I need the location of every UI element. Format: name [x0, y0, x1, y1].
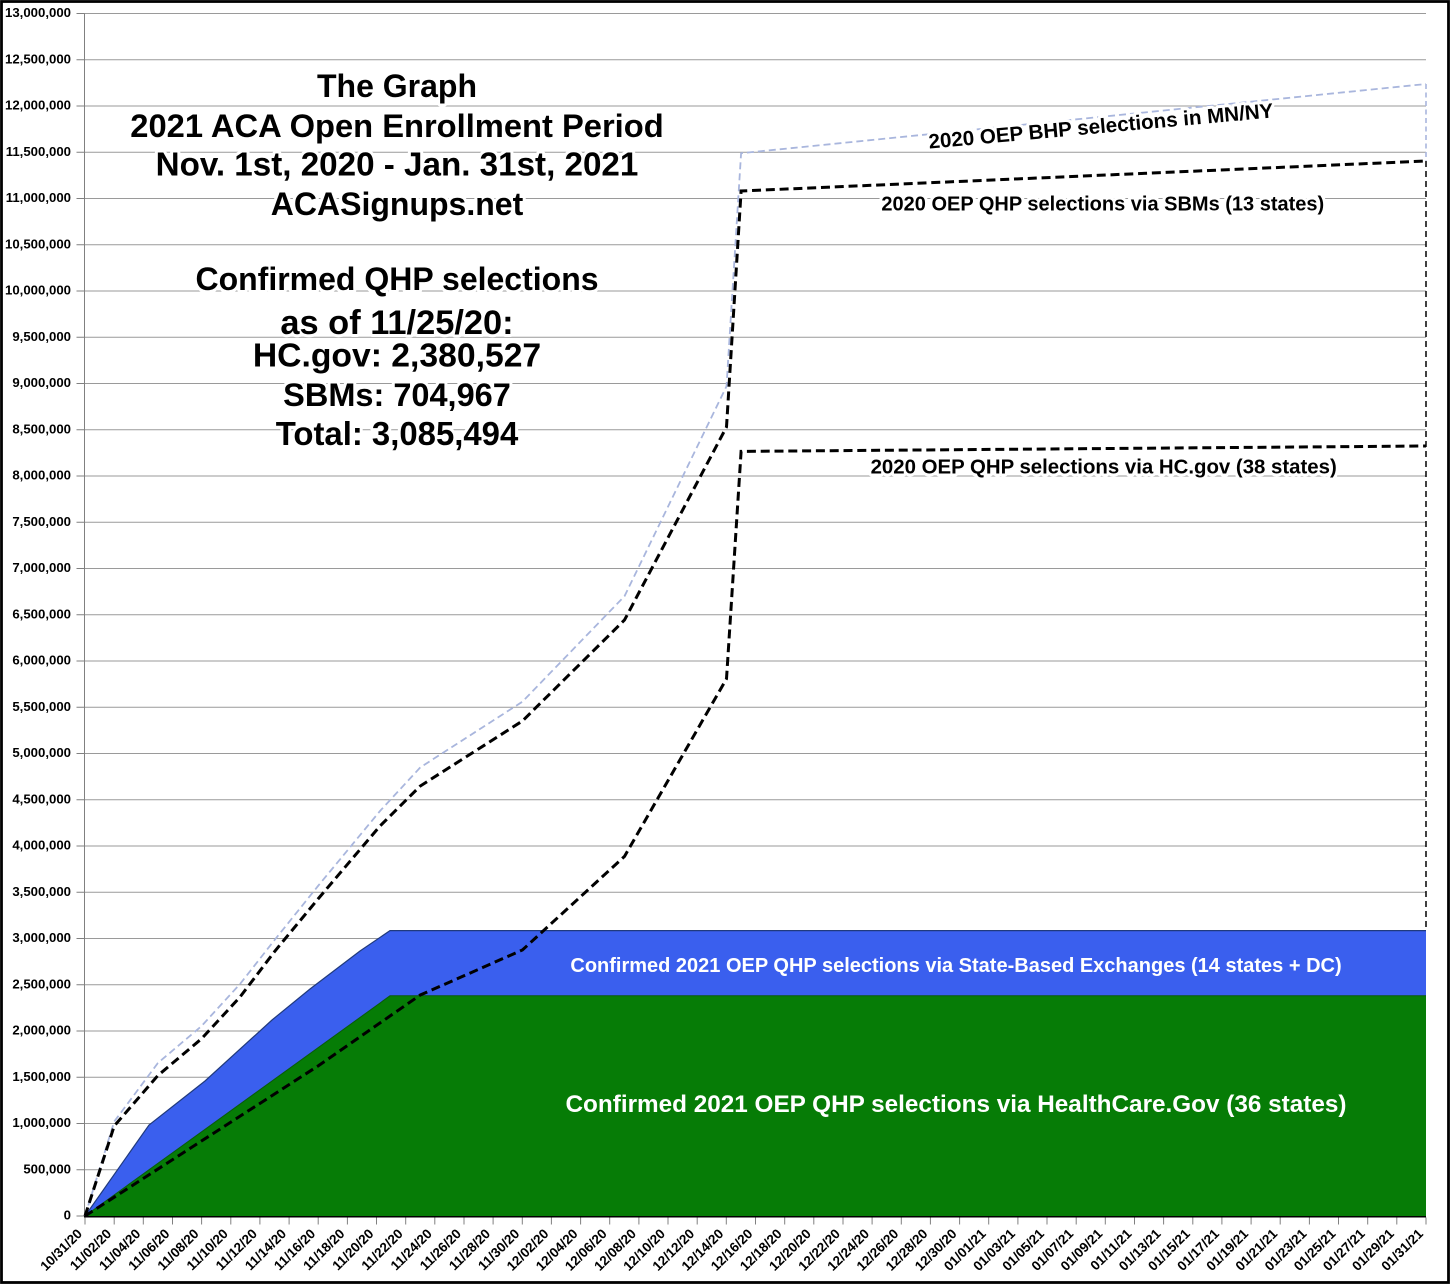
svg-text:7,500,000: 7,500,000 — [12, 514, 71, 529]
svg-text:2,000,000: 2,000,000 — [12, 1023, 71, 1038]
svg-text:as of 11/25/20:: as of 11/25/20: — [280, 304, 513, 342]
svg-text:The Graph: The Graph — [317, 68, 477, 104]
svg-text:0: 0 — [64, 1208, 71, 1223]
svg-text:12,500,000: 12,500,000 — [5, 51, 71, 66]
svg-text:13,000,000: 13,000,000 — [5, 5, 71, 20]
svg-text:2020 OEP QHP selections via HC: 2020 OEP QHP selections via HC.gov (38 s… — [871, 457, 1337, 479]
svg-text:2020 OEP QHP selections via SB: 2020 OEP QHP selections via SBMs (13 sta… — [881, 194, 1324, 216]
svg-text:SBMs: 704,967: SBMs: 704,967 — [283, 377, 511, 413]
svg-text:10,500,000: 10,500,000 — [5, 236, 71, 251]
svg-text:7,000,000: 7,000,000 — [12, 560, 71, 575]
svg-text:3,000,000: 3,000,000 — [12, 930, 71, 945]
svg-text:4,000,000: 4,000,000 — [12, 838, 71, 853]
svg-text:8,500,000: 8,500,000 — [12, 421, 71, 436]
svg-text:Confirmed QHP selections: Confirmed QHP selections — [195, 261, 598, 297]
svg-text:Total: 3,085,494: Total: 3,085,494 — [276, 415, 519, 452]
svg-text:6,000,000: 6,000,000 — [12, 653, 71, 668]
svg-text:6,500,000: 6,500,000 — [12, 606, 71, 621]
svg-text:Confirmed 2021 OEP QHP selecti: Confirmed 2021 OEP QHP selections via He… — [566, 1091, 1347, 1118]
svg-text:ACASignups.net: ACASignups.net — [271, 186, 524, 222]
svg-text:500,000: 500,000 — [23, 1161, 71, 1176]
svg-text:5,000,000: 5,000,000 — [12, 745, 71, 760]
svg-text:8,000,000: 8,000,000 — [12, 468, 71, 483]
svg-text:9,500,000: 9,500,000 — [12, 329, 71, 344]
svg-text:3,500,000: 3,500,000 — [12, 884, 71, 899]
svg-text:4,500,000: 4,500,000 — [12, 791, 71, 806]
svg-text:12,000,000: 12,000,000 — [5, 98, 71, 113]
svg-text:11,500,000: 11,500,000 — [6, 144, 71, 159]
svg-text:Nov. 1st, 2020 - Jan. 31st, 20: Nov. 1st, 2020 - Jan. 31st, 2021 — [156, 147, 639, 184]
svg-text:9,000,000: 9,000,000 — [12, 375, 71, 390]
svg-text:1,500,000: 1,500,000 — [12, 1069, 71, 1084]
svg-text:1,000,000: 1,000,000 — [12, 1115, 71, 1130]
svg-text:5,500,000: 5,500,000 — [12, 699, 71, 714]
svg-text:HC.gov: 2,380,527: HC.gov: 2,380,527 — [253, 337, 541, 375]
svg-text:2,500,000: 2,500,000 — [12, 976, 71, 991]
svg-text:Confirmed 2021 OEP QHP selecti: Confirmed 2021 OEP QHP selections via St… — [570, 955, 1341, 977]
svg-text:11,000,000: 11,000,000 — [6, 190, 71, 205]
svg-text:2021 ACA Open Enrollment Perio: 2021 ACA Open Enrollment Period — [130, 107, 663, 144]
svg-text:10,000,000: 10,000,000 — [5, 283, 71, 298]
